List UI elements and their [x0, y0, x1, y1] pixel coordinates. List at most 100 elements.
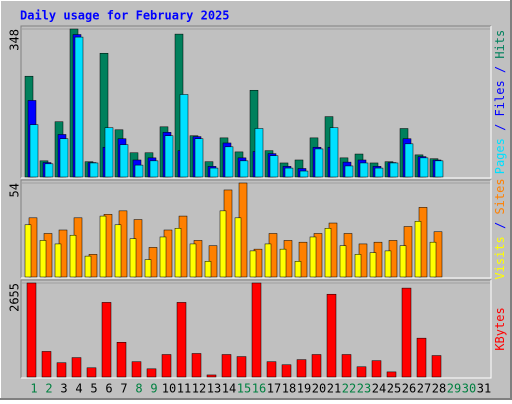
bar — [146, 368, 157, 378]
bar — [429, 241, 437, 278]
x-tick-label: 25 — [387, 382, 401, 396]
bar — [89, 162, 99, 178]
bar — [54, 243, 62, 278]
panel-bevel — [21, 180, 492, 279]
x-tick-label: 10 — [162, 382, 176, 396]
bar — [354, 254, 362, 278]
x-tick-label: 17 — [267, 382, 281, 396]
bar — [26, 282, 37, 378]
x-tick-label: 4 — [75, 382, 82, 396]
x-tick-label: 30 — [462, 382, 476, 396]
bar — [298, 241, 308, 278]
x-tick-label: 7 — [120, 382, 127, 396]
y-tick-label: 348 — [8, 29, 22, 51]
bar — [176, 302, 187, 378]
bar — [44, 163, 54, 178]
bar — [416, 337, 427, 378]
x-tick-label: 16 — [252, 382, 266, 396]
bar — [369, 252, 377, 278]
legend-entry: Pages — [493, 138, 507, 174]
x-tick-label: 20 — [312, 382, 326, 396]
bar — [299, 170, 309, 178]
legend-entry: Files — [493, 80, 507, 116]
bar — [144, 259, 152, 278]
bar — [266, 361, 277, 378]
bar — [404, 143, 414, 178]
bar — [206, 374, 217, 378]
x-tick-label: 2 — [45, 382, 52, 396]
bar — [356, 366, 367, 378]
bar — [29, 124, 39, 178]
x-tick-label: 12 — [192, 382, 206, 396]
bar — [296, 359, 307, 378]
bar — [24, 224, 32, 278]
bar — [234, 217, 242, 278]
bar — [114, 224, 122, 278]
y-tick-label: 2655 — [8, 283, 22, 312]
chart-title: Daily usage for February 2025 — [20, 9, 230, 23]
x-tick-label: 5 — [90, 382, 97, 396]
bar — [374, 167, 384, 178]
bar — [359, 162, 369, 178]
bar — [401, 287, 412, 378]
bar — [389, 162, 399, 178]
legend: Visits / Sites — [493, 178, 507, 279]
bar — [224, 146, 234, 178]
bar — [99, 215, 107, 278]
x-tick-label: 28 — [432, 382, 446, 396]
bar — [41, 351, 52, 378]
bar — [399, 245, 407, 278]
legend: KBytes — [493, 307, 507, 350]
x-tick-label: 26 — [402, 382, 416, 396]
bar — [179, 94, 189, 178]
bar — [281, 364, 292, 378]
legend-separator: / — [493, 116, 507, 138]
bar — [194, 138, 204, 178]
x-tick-label: 3 — [60, 382, 67, 396]
bar — [431, 355, 442, 378]
bar — [264, 243, 272, 278]
bar — [164, 135, 174, 178]
bar — [191, 353, 202, 378]
bar — [74, 36, 84, 178]
legend-entry: Visits — [493, 236, 507, 279]
x-tick-label: 21 — [327, 382, 341, 396]
bar — [71, 357, 82, 378]
x-tick-label: 23 — [357, 382, 371, 396]
x-tick-label: 18 — [282, 382, 296, 396]
x-tick-label: 24 — [372, 382, 386, 396]
bar — [314, 148, 324, 178]
x-tick-label: 11 — [177, 382, 191, 396]
bar — [329, 127, 339, 178]
bar — [119, 144, 129, 178]
bar — [84, 255, 92, 278]
x-tick-label: 13 — [207, 382, 221, 396]
panel-bevel — [20, 179, 491, 278]
bar — [284, 167, 294, 178]
bar — [56, 362, 67, 378]
bar — [309, 236, 317, 278]
bar — [209, 167, 219, 178]
bar — [324, 228, 332, 278]
bar — [204, 261, 212, 278]
bar — [116, 342, 127, 378]
bar — [344, 165, 354, 178]
bar — [59, 138, 69, 178]
legend-entry: Hits — [493, 30, 507, 59]
bar — [254, 128, 264, 178]
bar — [414, 221, 422, 278]
bar — [339, 245, 347, 278]
x-tick-label: 29 — [447, 382, 461, 396]
bar — [134, 164, 144, 178]
bar — [189, 243, 197, 278]
bar — [221, 354, 232, 378]
bar — [294, 261, 302, 278]
bar — [129, 238, 137, 278]
bar — [326, 293, 337, 378]
bar — [161, 354, 172, 378]
bar — [371, 360, 382, 378]
bar — [419, 157, 429, 178]
x-tick-label: 14 — [222, 382, 236, 396]
